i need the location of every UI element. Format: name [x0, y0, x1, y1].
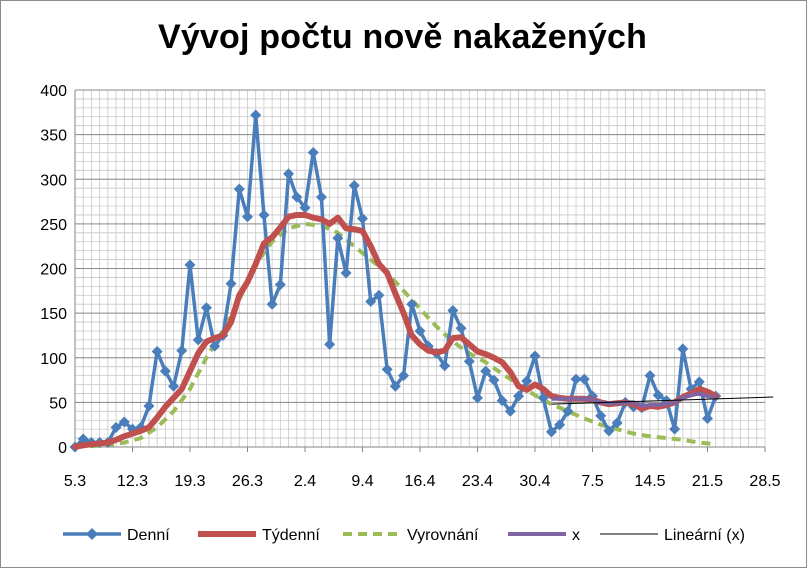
denni-point — [143, 400, 155, 412]
x-tick-label: 7.5 — [581, 473, 603, 490]
denni-point — [357, 213, 368, 225]
denni-point — [529, 350, 541, 362]
denni-point — [233, 183, 245, 195]
denni-point — [488, 374, 500, 386]
x-tick-label: 9.4 — [351, 473, 373, 490]
denni-point — [447, 304, 459, 316]
denni-point — [258, 209, 270, 221]
x-tick-label: 23.4 — [462, 473, 493, 490]
y-tick-label: 50 — [49, 395, 67, 412]
denni-point — [496, 395, 508, 407]
denni-point — [274, 279, 286, 291]
x-tick-label: 16.4 — [404, 473, 435, 490]
denni-point — [595, 410, 607, 422]
denni-point — [250, 109, 262, 121]
series-line-linearni — [551, 396, 774, 405]
denni-point — [389, 380, 401, 392]
denni-point — [562, 405, 574, 417]
y-tick-label: 150 — [40, 306, 67, 323]
denni-point — [702, 412, 713, 424]
y-tick-label: 0 — [58, 440, 67, 457]
denni-point — [168, 380, 180, 392]
x-tick-label: 21.5 — [692, 473, 723, 490]
denni-point — [669, 423, 681, 435]
denni-point — [652, 389, 664, 401]
denni-point — [603, 425, 615, 437]
x-tick-label: 19.3 — [174, 473, 205, 490]
denni-point — [151, 346, 163, 358]
denni-point — [332, 232, 344, 244]
denni-point — [299, 202, 311, 214]
denni-point — [324, 338, 336, 350]
denni-point — [266, 298, 278, 310]
denni-point — [225, 278, 237, 290]
denni-point — [315, 191, 327, 203]
denni-point — [513, 390, 525, 402]
denni-point — [110, 421, 122, 433]
legend-label: Denní — [127, 527, 170, 544]
y-tick-label: 200 — [40, 262, 67, 279]
denni-point — [159, 365, 171, 377]
x-tick-label: 14.5 — [634, 473, 665, 490]
denni-point — [611, 417, 623, 429]
denni-point — [414, 325, 426, 337]
denni-point — [578, 373, 590, 385]
legend-label: Týdenní — [262, 527, 320, 544]
denni-point — [381, 363, 393, 375]
chart-title: Vývoj počtu nově nakažených — [157, 18, 648, 56]
denni-point — [340, 267, 352, 279]
x-tick-label: 12.3 — [117, 473, 148, 490]
denni-point — [118, 416, 130, 428]
denni-point — [521, 375, 533, 387]
series-line-vyrovnani — [74, 221, 716, 449]
denni-point — [439, 360, 451, 372]
denni-point — [348, 179, 360, 191]
denni-point — [192, 334, 204, 346]
denni-point — [644, 370, 656, 382]
denni-point — [307, 146, 319, 158]
y-tick-label: 100 — [40, 351, 67, 368]
denni-point — [554, 419, 566, 431]
denni-point — [570, 373, 582, 385]
denni-point — [693, 376, 705, 388]
x-tick-label: 26.3 — [232, 473, 263, 490]
denni-point — [504, 405, 516, 417]
denni-point — [677, 343, 689, 355]
x-tick-label: 2.4 — [294, 473, 316, 490]
denni-point — [480, 365, 492, 377]
series-line-x — [551, 391, 716, 408]
denni-point — [291, 191, 303, 203]
denni-point — [77, 433, 89, 445]
denni-point — [398, 370, 410, 382]
y-tick-label: 300 — [40, 172, 67, 189]
x-tick-label: 5.3 — [64, 473, 86, 490]
denni-point — [455, 322, 467, 334]
denni-point — [463, 355, 475, 367]
y-tick-label: 400 — [40, 83, 67, 100]
denni-point — [209, 340, 221, 352]
y-tick-label: 250 — [40, 217, 67, 234]
x-tick-label: 28.5 — [749, 473, 780, 490]
denni-point — [242, 211, 253, 223]
legend-label: Vyrovnání — [407, 527, 479, 544]
y-tick-label: 350 — [40, 128, 67, 145]
legend-marker-denni — [86, 528, 98, 540]
denni-point — [176, 345, 188, 357]
legend-label: Lineární (x) — [664, 527, 745, 544]
legend-label: x — [572, 527, 580, 544]
denni-point — [373, 289, 385, 301]
denni-point — [406, 298, 418, 310]
denni-point — [283, 168, 295, 180]
denni-point — [365, 296, 377, 308]
denni-point — [200, 302, 212, 314]
x-tick-label: 30.4 — [519, 473, 550, 490]
denni-point — [472, 392, 483, 404]
denni-point — [545, 426, 557, 438]
denni-point — [184, 259, 196, 271]
